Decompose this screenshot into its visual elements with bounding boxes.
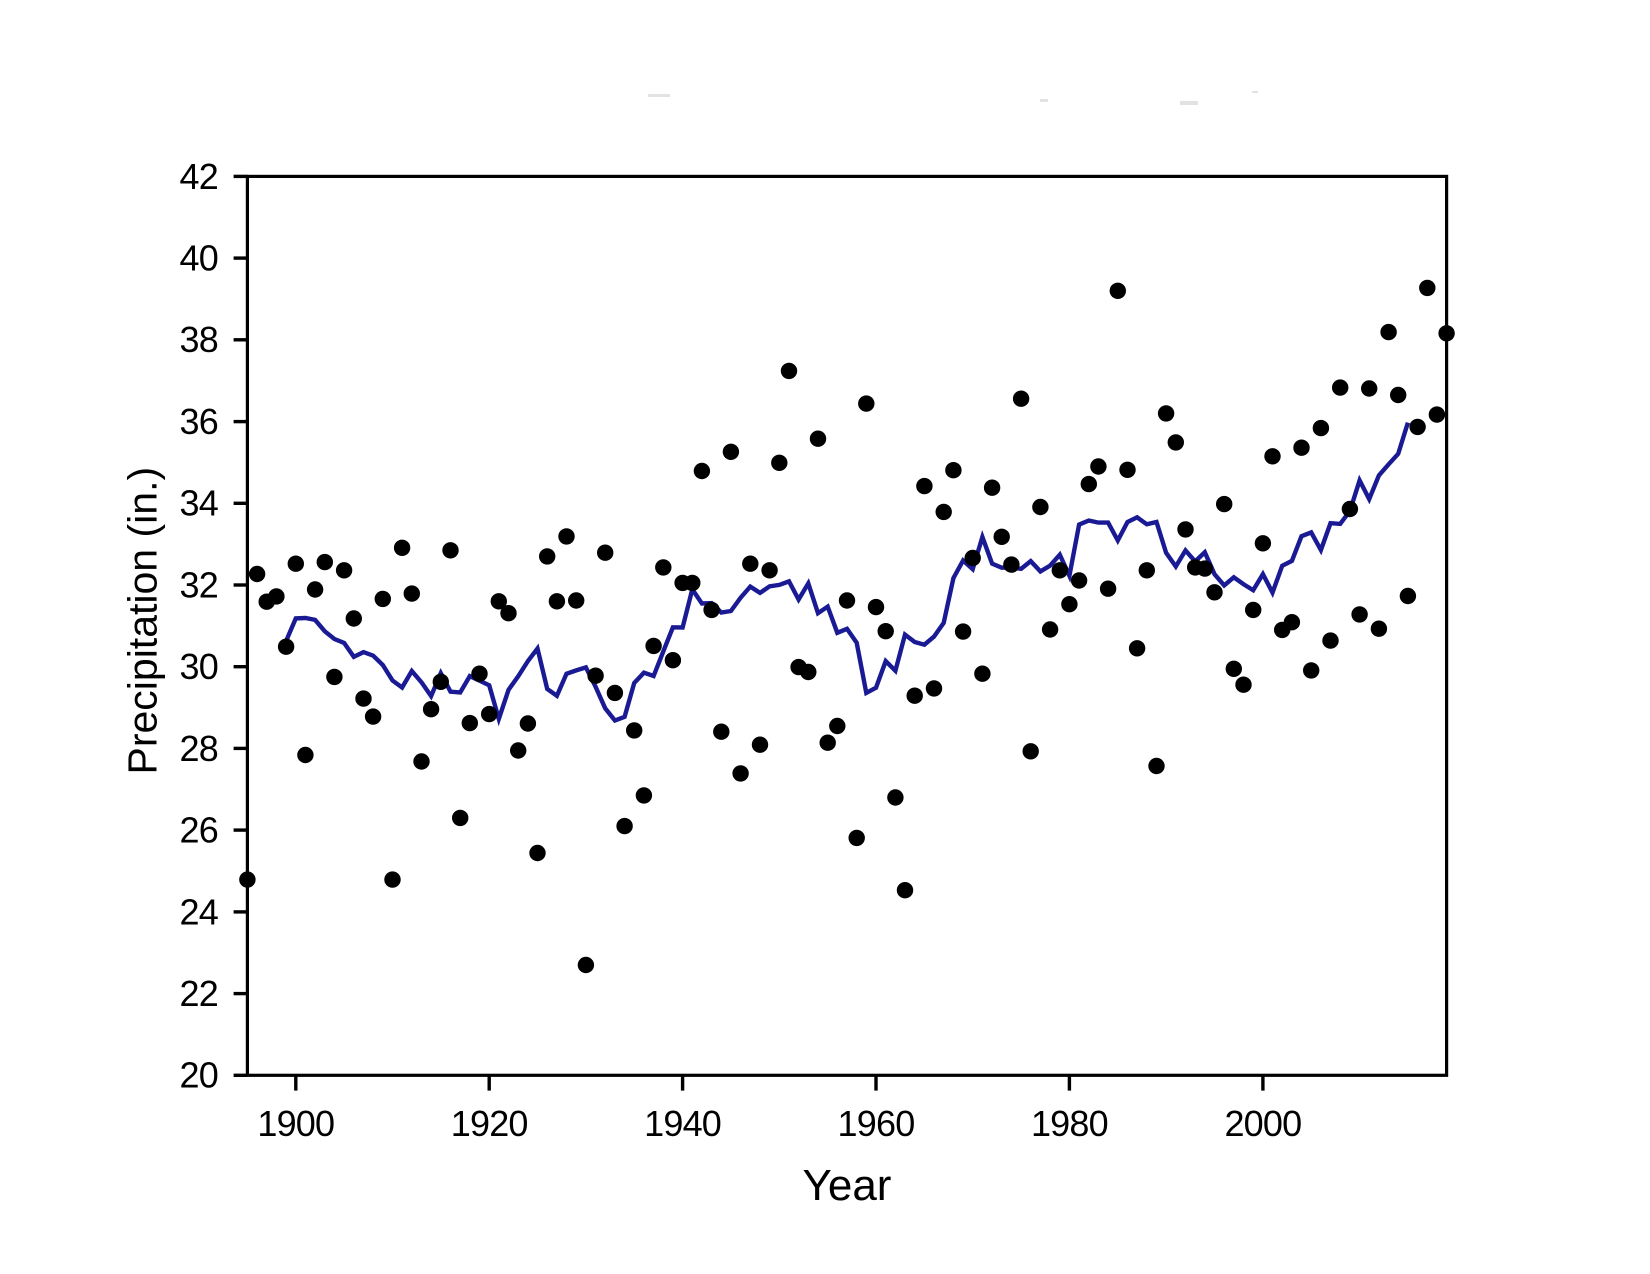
svg-text:1960: 1960 [838,1103,915,1144]
svg-text:1980: 1980 [1031,1103,1108,1144]
svg-text:26: 26 [180,810,218,851]
svg-text:1940: 1940 [644,1103,721,1144]
svg-text:38: 38 [180,319,218,360]
svg-text:28: 28 [180,728,218,769]
svg-text:32: 32 [180,564,218,605]
svg-text:30: 30 [180,646,218,687]
svg-text:1900: 1900 [257,1103,334,1144]
svg-text:Year: Year [803,1161,892,1210]
svg-text:24: 24 [180,891,218,932]
svg-text:1920: 1920 [451,1103,528,1144]
svg-text:34: 34 [180,483,218,524]
svg-text:22: 22 [180,973,218,1014]
svg-text:36: 36 [180,401,218,442]
svg-text:42: 42 [180,156,218,197]
svg-text:40: 40 [180,238,218,279]
svg-text:2000: 2000 [1224,1103,1301,1144]
svg-text:Precipitation (in.): Precipitation (in.) [120,467,166,775]
svg-text:20: 20 [180,1055,218,1096]
